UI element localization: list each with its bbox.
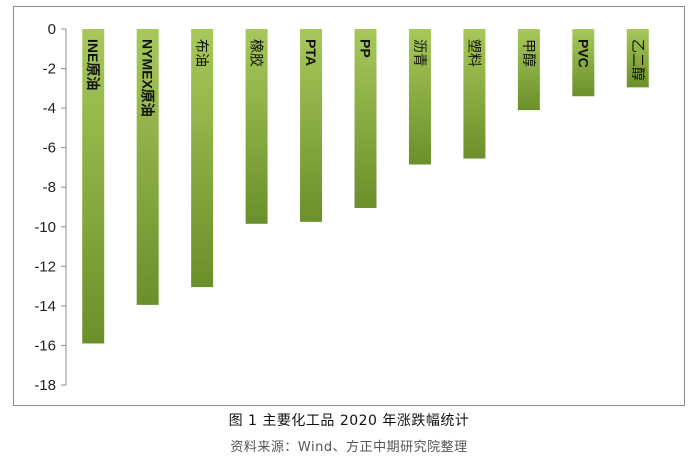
y-tick-label: -6 bbox=[43, 140, 56, 157]
bar-label-3: 橡胶 bbox=[248, 39, 265, 67]
bar-label-4: PTA bbox=[303, 39, 319, 66]
figure-caption: 图 1 主要化工品 2020 年涨跌幅统计 bbox=[228, 413, 470, 429]
bar-1 bbox=[136, 29, 159, 305]
bar-label-2: 布油 bbox=[193, 39, 209, 67]
y-tick-label: -2 bbox=[43, 61, 56, 78]
y-tick-label: 0 bbox=[48, 21, 56, 38]
bar-label-6: 沥青 bbox=[411, 39, 427, 67]
y-tick-label: -10 bbox=[34, 219, 56, 236]
bar-labels: INE原油 NYMEX原油 布油 橡胶 PTA PP 沥青 塑料 甲醇 PVC 乙二醇 bbox=[85, 39, 646, 117]
bar-10 bbox=[626, 29, 649, 88]
bar-label-9: PVC bbox=[575, 39, 591, 68]
y-tick-label: -12 bbox=[34, 258, 56, 275]
bar-label-8: 甲醇 bbox=[520, 39, 537, 67]
bar-4 bbox=[300, 29, 323, 222]
bar-label-5: PP bbox=[358, 39, 374, 58]
y-tick-label: -14 bbox=[34, 298, 56, 315]
y-tick-label: -8 bbox=[43, 179, 56, 196]
bar-8 bbox=[517, 29, 540, 111]
bar-label-1: NYMEX原油 bbox=[140, 39, 156, 117]
bar-chart: 0 -2 -4 -6 -8 -10 -12 -14 -16 -18 INE原油 NYMEX原油 布油 橡… bbox=[34, 21, 649, 394]
bar-6 bbox=[408, 29, 431, 165]
y-axis: 0 -2 -4 -6 -8 -10 -12 -14 -16 -18 bbox=[34, 21, 67, 394]
bar-5 bbox=[354, 29, 377, 208]
bar-0 bbox=[82, 29, 105, 344]
bar-3 bbox=[245, 29, 268, 224]
bar-2 bbox=[191, 29, 214, 288]
bars bbox=[82, 29, 649, 344]
y-tick-label: -18 bbox=[34, 377, 56, 394]
bar-7 bbox=[463, 29, 486, 159]
bar-9 bbox=[572, 29, 595, 97]
bar-label-0: INE原油 bbox=[85, 39, 101, 90]
y-tick-label: -16 bbox=[34, 337, 56, 354]
source-note: 资料来源：Wind、方正中期研究院整理 bbox=[230, 440, 468, 455]
y-tick-label: -4 bbox=[43, 100, 56, 117]
bar-label-10: 乙二醇 bbox=[629, 39, 646, 81]
bar-label-7: 塑料 bbox=[465, 39, 481, 67]
